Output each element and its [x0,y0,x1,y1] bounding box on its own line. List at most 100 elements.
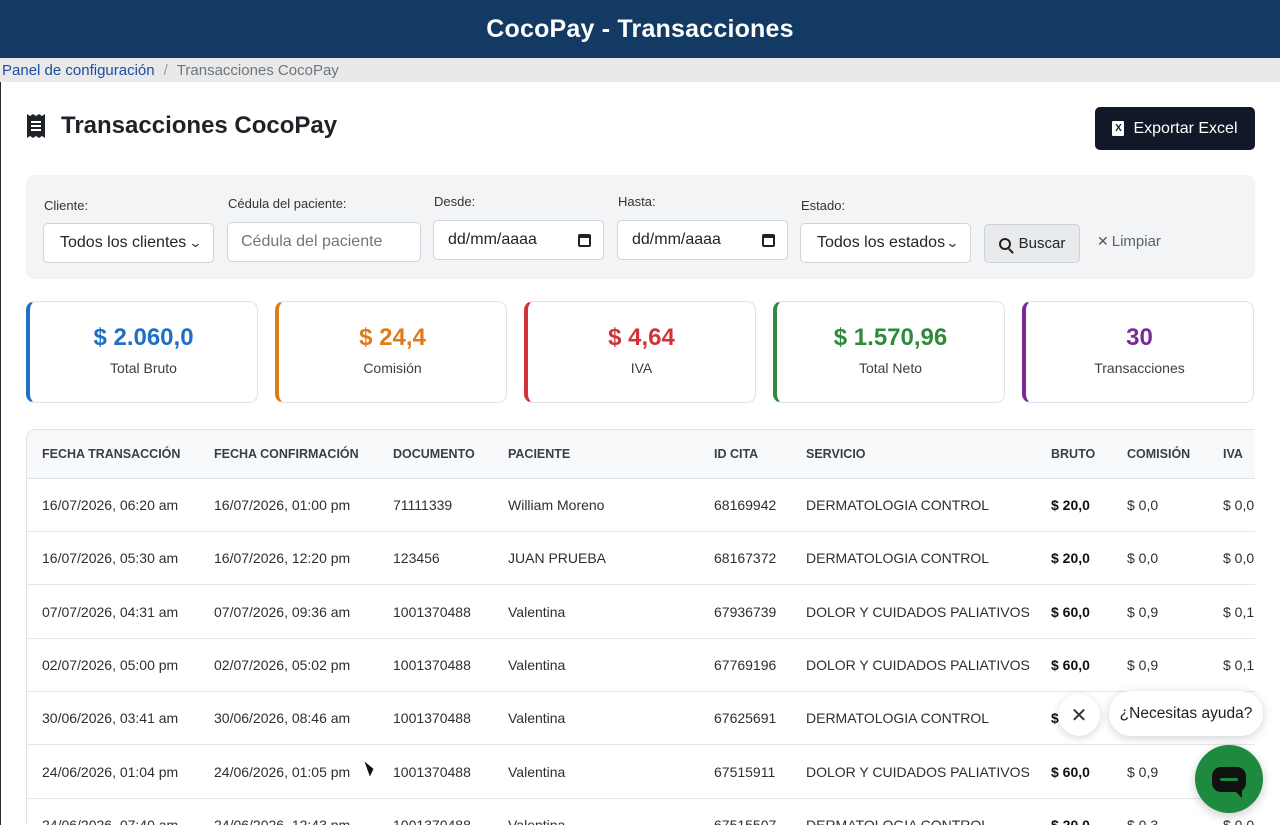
table-row[interactable]: 02/07/2026, 05:00 pm 02/07/2026, 05:02 pm… [27,639,1255,692]
table-cell: 24/06/2026, 12:43 pm [214,816,351,825]
table-cell: 24/06/2026, 01:04 pm [42,763,179,780]
table-cell: 67515507 [714,816,777,825]
summary-label: Comisión [363,360,422,376]
table-cell: DOLOR Y CUIDADOS PALIATIVOS [806,763,1030,780]
table-cell: 1001370488 [393,763,471,780]
table-cell: 16/07/2026, 05:30 am [42,550,179,567]
column-header: FECHA TRANSACCIÓN [42,447,181,461]
table-cell: $ 60,0 [1051,763,1090,780]
limpiar-button[interactable]: ✕ Limpiar [1097,233,1161,250]
summary-label: IVA [630,360,653,376]
table-cell: 24/06/2026, 07:40 am [42,816,179,825]
table-cell: DERMATOLOGIA CONTROL [806,816,990,825]
table-cell: 68167372 [714,550,777,567]
page-title: Transacciones CocoPay [26,112,337,140]
export-excel-button[interactable]: X Exportar Excel [1095,107,1255,150]
table-cell: 02/07/2026, 05:02 pm [214,656,351,673]
filter-hasta-label: Hasta: [618,194,656,209]
table-cell: $ 0,0 [1223,497,1255,513]
filter-desde-label: Desde: [434,194,476,209]
table-cell: DOLOR Y CUIDADOS PALIATIVOS [806,603,1030,620]
table-cell: $ 0,1 [1223,656,1255,673]
column-header: PACIENTE [508,447,571,461]
breadcrumb-current: Transacciones CocoPay [176,61,339,79]
table-cell: $ [1051,710,1059,727]
app-header: CocoPay - Transacciones [0,0,1280,58]
table-cell: Valentina [508,710,566,727]
table-cell: William Moreno [508,497,605,513]
receipt-icon [27,114,45,138]
estado-select[interactable]: Todos los estados ⌄ [800,223,971,263]
table-row[interactable]: 30/06/2026, 03:41 am 30/06/2026, 08:46 am… [27,692,1255,746]
table-cell: 30/06/2026, 08:46 am [214,710,351,727]
column-header: COMISIÓN [1127,447,1191,461]
table-cell: $ 60,0 [1051,603,1090,620]
table-cell: DOLOR Y CUIDADOS PALIATIVOS [806,656,1030,673]
table-header: FECHA TRANSACCIÓN FECHA CONFIRMACIÓN DOCUM… [27,430,1255,479]
table-cell: 67625691 [714,710,777,727]
cedula-input[interactable] [227,222,421,262]
table-cell: $ 0,0 [1127,550,1159,567]
table-row[interactable]: 16/07/2026, 05:30 am 16/07/2026, 12:20 pm… [27,532,1255,586]
table-cell: Valentina [508,763,566,780]
close-chat-prompt-button[interactable]: ✕ [1058,694,1100,736]
table-cell: Valentina [508,656,566,673]
table-row[interactable]: 07/07/2026, 04:31 am 07/07/2026, 09:36 am… [27,586,1255,639]
buscar-button[interactable]: Buscar [984,224,1080,263]
table-cell: 07/07/2026, 09:36 am [214,603,351,620]
filter-estado-label: Estado: [801,198,846,213]
table-cell: Valentina [508,603,566,620]
column-header: IVA [1223,447,1243,461]
chat-prompt-bubble[interactable]: ¿Necesitas ayuda? [1109,691,1263,736]
hasta-date-input[interactable]: dd/mm/aaaa [617,220,788,260]
table-cell: 67769196 [714,656,777,673]
table-cell: JUAN PRUEBA [508,550,607,567]
buscar-label: Buscar [1018,235,1066,252]
table-cell: DERMATOLOGIA CONTROL [806,710,990,727]
page-title-text: Transacciones CocoPay [61,112,338,139]
table-cell: 16/07/2026, 12:20 pm [214,550,351,567]
table-cell: $ 20,0 [1051,497,1090,513]
summary-label: Transacciones [1094,360,1185,376]
table-cell: Valentina [508,816,566,825]
calendar-icon[interactable] [578,233,591,247]
table-cell: 67936739 [714,603,777,620]
breadcrumb-separator: / [163,61,168,79]
chat-button[interactable] [1195,745,1263,813]
chat-icon [1212,766,1246,798]
table-cell: DERMATOLOGIA CONTROL [806,497,990,513]
table-cell: 123456 [393,550,440,567]
chevron-down-icon: ⌄ [188,235,203,250]
table-cell: 67515911 [714,763,776,780]
chat-prompt-text: ¿Necesitas ayuda? [1119,704,1253,722]
table-row[interactable]: 16/07/2026, 06:20 am 16/07/2026, 01:00 pm… [27,479,1255,532]
table-cell: $ 0,9 [1127,763,1159,780]
table-cell: $ 0,0 [1223,816,1255,825]
column-header: BRUTO [1051,447,1096,461]
table-cell: 1001370488 [393,656,471,673]
table-cell: DERMATOLOGIA CONTROL [806,550,990,567]
table-cell: $ 0,0 [1127,497,1159,513]
summary-label: Total Neto [858,360,923,376]
calendar-icon[interactable] [762,233,775,247]
column-header: FECHA CONFIRMACIÓN [214,447,359,461]
clear-icon: ✕ [1097,233,1109,249]
close-icon: ✕ [1070,704,1088,727]
export-excel-label: Exportar Excel [1133,119,1238,137]
summary-card-iva: $ 4,64 IVA [524,301,756,403]
breadcrumb-link-panel[interactable]: Panel de configuración [2,61,155,79]
limpiar-label: Limpiar [1111,233,1161,250]
search-icon [998,237,1011,250]
table-row[interactable]: 24/06/2026, 07:40 am 24/06/2026, 12:43 pm… [27,799,1255,825]
table-cell: $ 20,0 [1051,550,1090,567]
column-header: SERVICIO [806,447,866,461]
desde-date-input[interactable]: dd/mm/aaaa [433,220,604,260]
table-cell: 1001370488 [393,710,471,727]
table-cell: 68169942 [714,497,777,513]
cliente-select[interactable]: Todos los clientes ⌄ [43,223,214,263]
table-row[interactable]: 24/06/2026, 01:04 pm 24/06/2026, 01:05 pm… [27,746,1255,799]
filter-cedula-label: Cédula del paciente: [228,196,347,211]
hasta-date-value: dd/mm/aaaa [632,231,721,248]
app-title: CocoPay - Transacciones [486,14,794,43]
table-cell: $ 0,9 [1127,656,1159,673]
